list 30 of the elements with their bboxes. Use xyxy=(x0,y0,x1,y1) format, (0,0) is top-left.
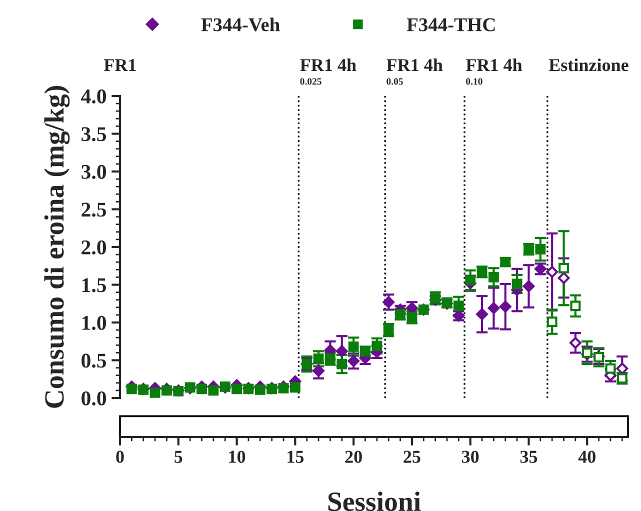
ref-line-label: FR1 4h xyxy=(466,58,522,72)
x-tick-label: 25 xyxy=(404,450,420,463)
y-tick-label: 2.5 xyxy=(82,202,106,217)
x-tick-label: 5 xyxy=(174,450,182,463)
text: 0.025 xyxy=(300,78,322,85)
ref-line-label: FR1 4h xyxy=(386,58,443,72)
x-tick-label: 15 xyxy=(288,450,304,463)
y-tick-label: 0.0 xyxy=(82,391,106,406)
x-axis-title: Sessioni xyxy=(328,492,421,511)
y-tick-label: 4.0 xyxy=(81,89,106,104)
y-tick-label: 1.0 xyxy=(82,316,106,330)
legend-label: F344-Veh xyxy=(201,18,280,32)
x-tick-label: 30 xyxy=(462,450,479,463)
y-axis-title: Consumo di eroina (mg/kg) xyxy=(44,86,70,408)
text: 0.10 xyxy=(466,78,482,85)
ref-line-label: Estinzione xyxy=(548,58,628,72)
legend-label: F344-THC xyxy=(406,18,495,32)
y-tick-label: 3.0 xyxy=(82,164,106,180)
x-tick-label: 20 xyxy=(345,450,362,463)
y-tick-label: 3.5 xyxy=(82,127,106,142)
x-tick-label: 40 xyxy=(578,450,596,463)
x-tick-label: 35 xyxy=(520,450,538,463)
x-tick-label: 0 xyxy=(116,450,124,463)
y-tick-label: 0.5 xyxy=(82,354,106,368)
text: 0.05 xyxy=(386,78,403,85)
x-tick-label: 10 xyxy=(229,450,246,463)
text: FR1 xyxy=(104,59,136,72)
y-tick-label: 2.0 xyxy=(82,240,106,255)
y-tick-label: 1.5 xyxy=(82,278,106,292)
ref-line-label: FR1 4h xyxy=(300,58,356,72)
